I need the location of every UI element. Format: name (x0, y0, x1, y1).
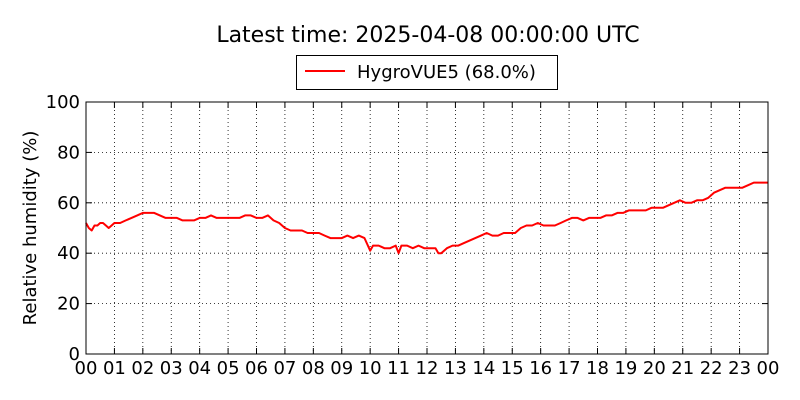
y-tick-label: 20 (57, 294, 80, 315)
series-line (85, 181, 768, 255)
plot-lines (85, 181, 768, 255)
x-tick-label: 04 (188, 358, 211, 379)
x-tick-label: 00 (75, 358, 98, 379)
x-tick-label: 15 (501, 358, 524, 379)
x-tick-label: 12 (416, 358, 439, 379)
x-tick-label: 01 (103, 358, 126, 379)
grid (86, 102, 768, 354)
y-tick-label: 40 (57, 243, 80, 264)
legend-label: HygroVUE5 (68.0%) (357, 62, 536, 83)
y-tick-label: 80 (57, 142, 80, 163)
x-axis-ticks: 00 01 02 03 04 05 06 07 08 09 10 11 12 13 14 15 16 17 18 19… (75, 102, 780, 379)
x-tick-label: 05 (217, 358, 240, 379)
y-tick-label: 0 (69, 344, 80, 365)
x-tick-label: 22 (700, 358, 723, 379)
x-tick-label: 13 (444, 358, 467, 379)
x-tick-label: 02 (131, 358, 154, 379)
x-tick-label: 18 (586, 358, 609, 379)
y-tick-label: 60 (57, 193, 80, 214)
x-tick-label: 17 (558, 358, 581, 379)
x-tick-label: 14 (472, 358, 495, 379)
x-tick-label: 20 (643, 358, 666, 379)
x-tick-label: 08 (302, 358, 325, 379)
x-tick-label: 03 (160, 358, 183, 379)
x-tick-label: 19 (614, 358, 637, 379)
legend: HygroVUE5 (68.0%) (296, 55, 558, 90)
x-tick-label: 07 (273, 358, 296, 379)
chart-title: Latest time: 2025-04-08 00:00:00 UTC (216, 23, 639, 48)
y-axis-label: Relative humidity (%) (20, 131, 41, 326)
x-tick-label: 23 (728, 358, 751, 379)
x-tick-label: 10 (359, 358, 382, 379)
y-axis-ticks: 0 20 40 60 80 100 (46, 92, 768, 365)
x-tick-label: 09 (330, 358, 353, 379)
legend-box (296, 55, 558, 90)
x-tick-label: 06 (245, 358, 268, 379)
x-tick-label: 11 (387, 358, 410, 379)
x-tick-label: 16 (529, 358, 552, 379)
y-tick-label: 100 (46, 92, 80, 113)
x-tick-label: 21 (671, 358, 694, 379)
x-tick-label: 00 (757, 358, 780, 379)
